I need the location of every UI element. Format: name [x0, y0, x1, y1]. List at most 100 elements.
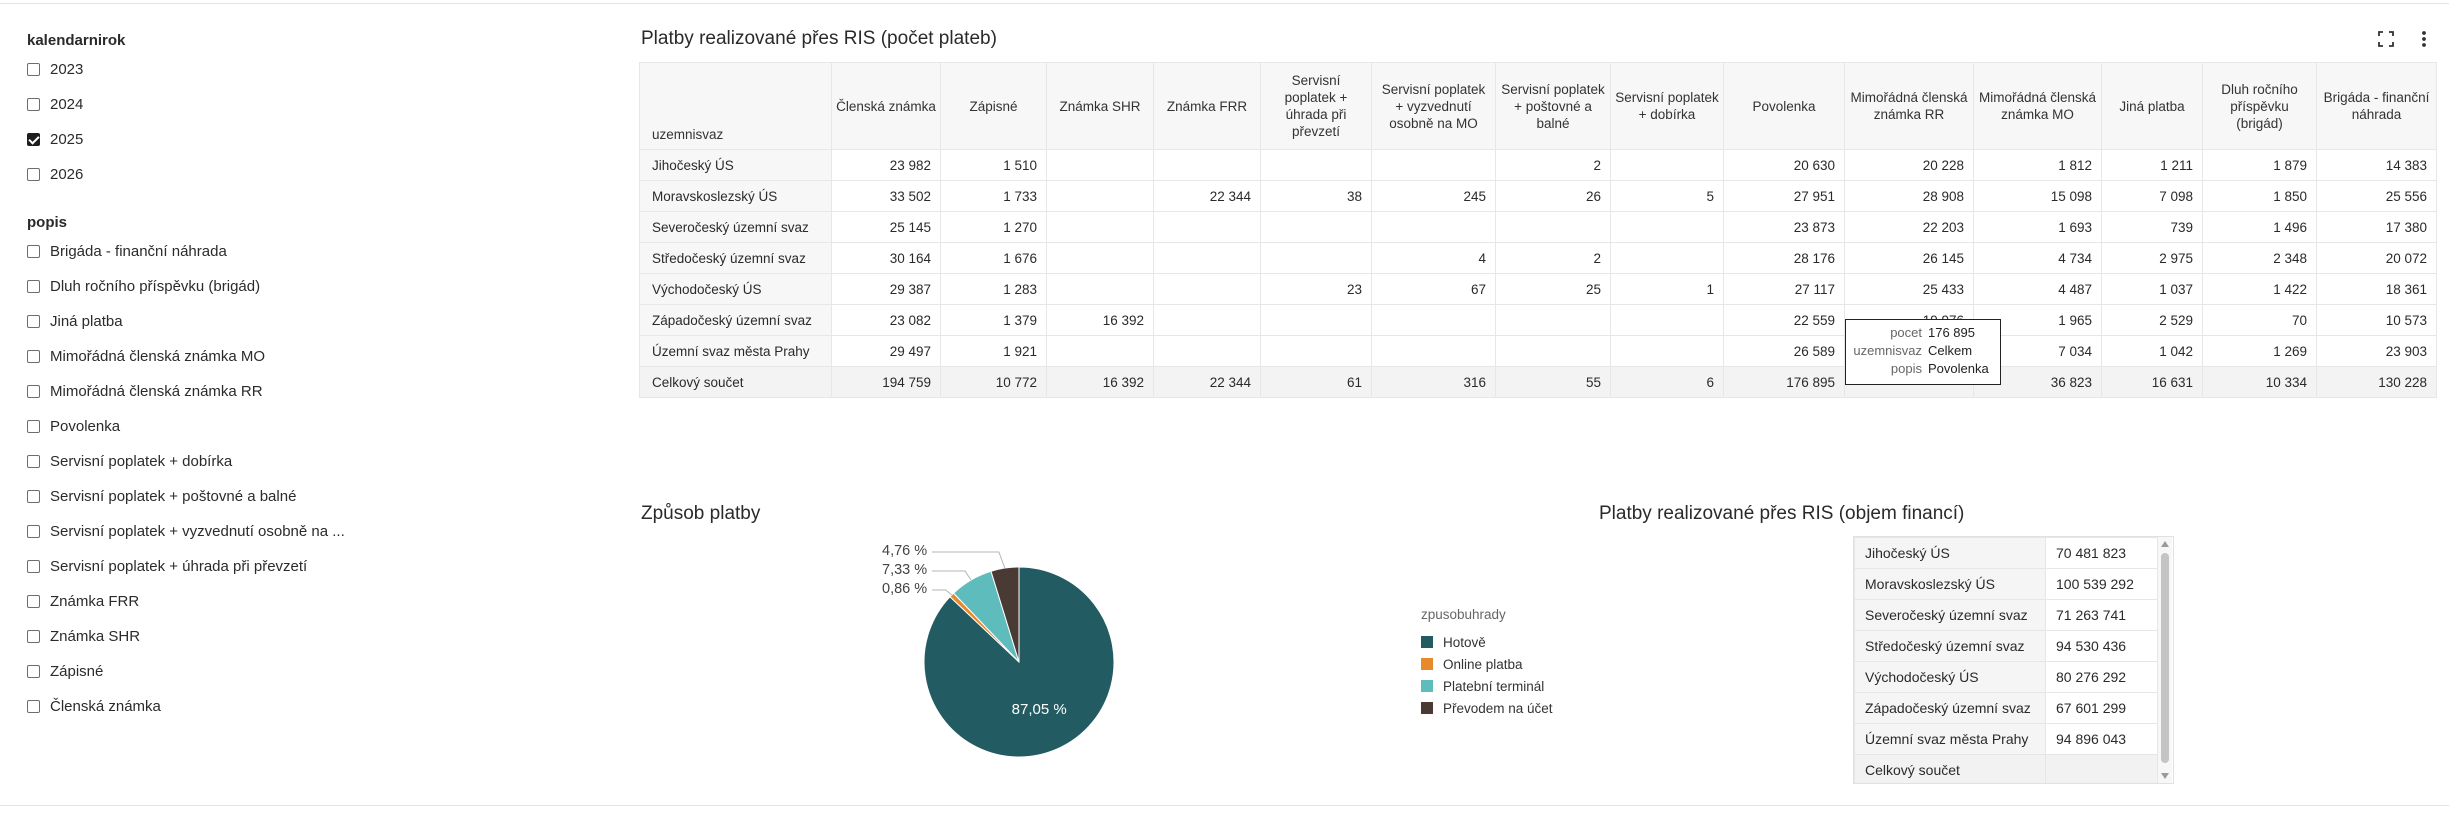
table-cell[interactable] [1046, 242, 1154, 274]
table-cell[interactable] [1046, 211, 1154, 243]
table-cell[interactable] [1153, 242, 1261, 274]
row-value[interactable]: 80 276 292 [2045, 661, 2158, 693]
table-cell[interactable]: 26 [1495, 180, 1611, 212]
table-cell[interactable]: 16 392 [1046, 304, 1154, 336]
row-label[interactable]: Celkový součet [1854, 754, 2046, 783]
table-cell[interactable]: 2 529 [2101, 304, 2203, 336]
filter-option-zapisne[interactable]: Zápisné [27, 654, 387, 689]
table-cell[interactable]: 1 676 [940, 242, 1047, 274]
column-header-brigada-financni-nahrada[interactable]: Brigáda - finanční náhrada [2316, 62, 2437, 150]
total-cell[interactable]: 61 [1260, 366, 1372, 398]
table-cell[interactable]: 29 497 [831, 335, 941, 367]
table-cell[interactable]: 1 510 [940, 149, 1047, 181]
filter-option-servisni-poplatek-postovne-a-balne[interactable]: Servisní poplatek + poštovné a balné [27, 479, 387, 514]
table-cell[interactable] [1046, 180, 1154, 212]
table-cell[interactable]: 2 975 [2101, 242, 2203, 274]
checkbox[interactable] [27, 455, 40, 468]
table-cell[interactable]: 25 [1495, 273, 1611, 305]
table-cell[interactable]: 1 269 [2202, 335, 2317, 367]
table-cell[interactable]: 23 982 [831, 149, 941, 181]
filter-option-brigada-financni-nahrada[interactable]: Brigáda - finanční náhrada [27, 234, 387, 269]
filter-option-znamka-shr[interactable]: Známka SHR [27, 619, 387, 654]
row-label[interactable]: Moravskoslezský ÚS [639, 180, 832, 212]
total-cell[interactable]: 55 [1495, 366, 1611, 398]
filter-option-dluh-rocniho-prispevku-brigad[interactable]: Dluh ročního příspěvku (brigád) [27, 269, 387, 304]
row-label[interactable]: Severočeský územní svaz [1854, 599, 2046, 631]
table-cell[interactable]: 1 921 [940, 335, 1047, 367]
row-label[interactable]: Územní svaz města Prahy [1854, 723, 2046, 755]
checkbox[interactable] [27, 700, 40, 713]
scrollbar[interactable] [2158, 537, 2172, 783]
table-cell[interactable] [1610, 211, 1724, 243]
column-header-jina-platba[interactable]: Jiná platba [2101, 62, 2203, 150]
table-cell[interactable] [1610, 304, 1724, 336]
table-cell[interactable]: 26 589 [1723, 335, 1845, 367]
table-cell[interactable] [1046, 335, 1154, 367]
table-cell[interactable] [1495, 335, 1611, 367]
table-cell[interactable]: 23 873 [1723, 211, 1845, 243]
table-cell[interactable] [1495, 211, 1611, 243]
table-cell[interactable]: 22 559 [1723, 304, 1845, 336]
filter-option-2026[interactable]: 2026 [27, 157, 387, 192]
table-cell[interactable] [1371, 149, 1496, 181]
column-header-servisni-poplatek-postovne-a-balne[interactable]: Servisní poplatek + poštovné a balné [1495, 62, 1611, 150]
row-value[interactable]: 94 530 436 [2045, 630, 2158, 662]
fullscreen-icon[interactable] [2375, 28, 2397, 50]
table-cell[interactable]: 33 502 [831, 180, 941, 212]
table-cell[interactable]: 67 [1371, 273, 1496, 305]
filter-option-povolenka[interactable]: Povolenka [27, 409, 387, 444]
table-cell[interactable]: 1 [1610, 273, 1724, 305]
table-cell[interactable]: 14 383 [2316, 149, 2437, 181]
table-cell[interactable]: 10 573 [2316, 304, 2437, 336]
filter-option-servisni-poplatek-uhrada-pri-prevzeti[interactable]: Servisní poplatek + úhrada při převzetí [27, 549, 387, 584]
checkbox[interactable] [27, 133, 40, 146]
legend-item-hotove[interactable]: Hotově [1421, 631, 1553, 653]
checkbox[interactable] [27, 665, 40, 678]
table-cell[interactable] [1610, 242, 1724, 274]
checkbox[interactable] [27, 630, 40, 643]
checkbox[interactable] [27, 280, 40, 293]
table-cell[interactable] [1153, 304, 1261, 336]
row-value[interactable]: 71 263 741 [2045, 599, 2158, 631]
filter-option-mimoradna-clenska-znamka-rr[interactable]: Mimořádná členská známka RR [27, 374, 387, 409]
scroll-thumb[interactable] [2161, 553, 2169, 763]
table-cell[interactable]: 1 879 [2202, 149, 2317, 181]
column-header-povolenka[interactable]: Povolenka [1723, 62, 1845, 150]
table-cell[interactable]: 1 812 [1973, 149, 2102, 181]
table-cell[interactable]: 1 037 [2101, 273, 2203, 305]
table-cell[interactable]: 5 [1610, 180, 1724, 212]
more-options-icon[interactable] [2413, 28, 2435, 50]
table-cell[interactable] [1260, 242, 1372, 274]
total-cell[interactable]: 10 334 [2202, 366, 2317, 398]
table-cell[interactable]: 4 487 [1973, 273, 2102, 305]
table-cell[interactable]: 245 [1371, 180, 1496, 212]
checkbox[interactable] [27, 595, 40, 608]
column-header-znamka-frr[interactable]: Známka FRR [1153, 62, 1261, 150]
column-header-dluh-rocniho-prispevku-brigad[interactable]: Dluh ročního příspěvku (brigád) [2202, 62, 2317, 150]
total-cell[interactable]: 316 [1371, 366, 1496, 398]
table-cell[interactable]: 17 380 [2316, 211, 2437, 243]
checkbox[interactable] [27, 98, 40, 111]
table-cell[interactable]: 25 145 [831, 211, 941, 243]
table-cell[interactable]: 1 850 [2202, 180, 2317, 212]
filter-option-2025[interactable]: 2025 [27, 122, 387, 157]
column-header-clenska-znamka[interactable]: Členská známka [831, 62, 941, 150]
table-cell[interactable]: 38 [1260, 180, 1372, 212]
total-cell[interactable]: 10 772 [940, 366, 1047, 398]
filter-option-2023[interactable]: 2023 [27, 52, 387, 87]
table-cell[interactable] [1371, 304, 1496, 336]
row-label[interactable]: Územní svaz města Prahy [639, 335, 832, 367]
filter-option-jina-platba[interactable]: Jiná platba [27, 304, 387, 339]
table-cell[interactable]: 30 164 [831, 242, 941, 274]
column-header-mimoradna-clenska-znamka-mo[interactable]: Mimořádná členská známka MO [1973, 62, 2102, 150]
filter-option-servisni-poplatek-dobirka[interactable]: Servisní poplatek + dobírka [27, 444, 387, 479]
row-value[interactable]: 100 539 292 [2045, 568, 2158, 600]
total-cell[interactable]: 130 228 [2316, 366, 2437, 398]
total-cell[interactable]: 16 631 [2101, 366, 2203, 398]
row-label[interactable]: Jihočeský ÚS [639, 149, 832, 181]
row-label[interactable]: Západočeský územní svaz [1854, 692, 2046, 724]
finance-table-container[interactable]: Jihočeský ÚS 70 481 823 Moravskoslezský ÚS… [1853, 536, 2174, 784]
table-cell[interactable]: 1 211 [2101, 149, 2203, 181]
table-cell[interactable] [1153, 149, 1261, 181]
table-cell[interactable]: 27 951 [1723, 180, 1845, 212]
